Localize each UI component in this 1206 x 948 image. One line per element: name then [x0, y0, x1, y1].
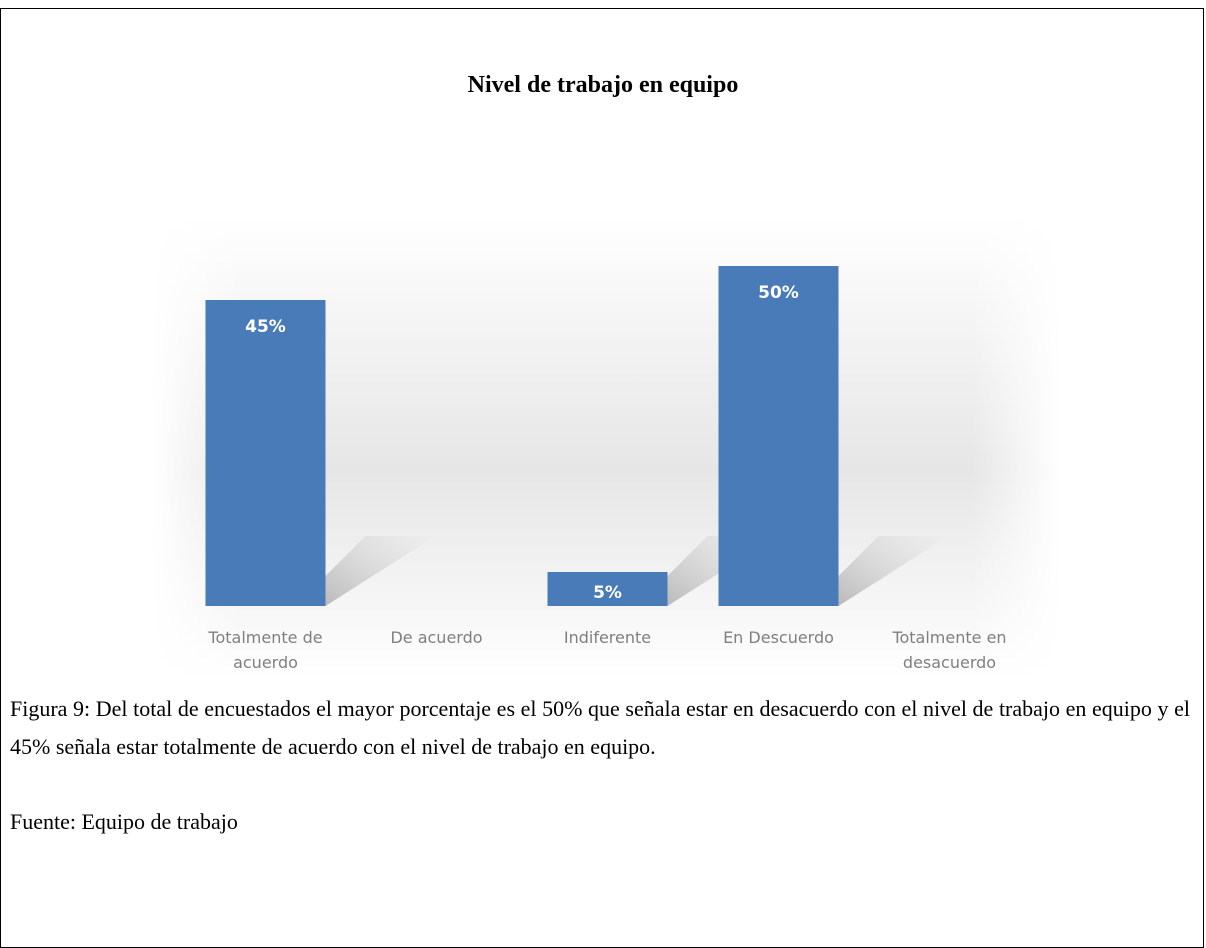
bar-shadow [325, 536, 436, 606]
value-label: 50% [758, 283, 799, 303]
bar-shadow [838, 536, 949, 606]
bar [205, 300, 326, 606]
x-tick-label: De acuerdo [390, 628, 483, 647]
bar [718, 266, 839, 606]
x-tick-label: Totalmente en desacuerdo [892, 628, 1007, 672]
value-label: 0% [422, 563, 451, 583]
value-label: 45% [245, 317, 286, 337]
value-label: 5% [593, 583, 622, 603]
x-tick-label: En Descuerdo [723, 628, 834, 647]
source: Fuente: Equipo de trabajo [10, 809, 238, 834]
caption: Figura 9: Del total de encuestados el ma… [10, 696, 1190, 759]
chart-title: Nivel de trabajo en equipo [467, 72, 739, 98]
value-label: 0% [935, 563, 964, 583]
x-tick-label: Indiferente [563, 628, 652, 647]
bars: 45% 0% 5% 50% 0% [205, 266, 964, 606]
x-tick-label: Totalmente de acuerdo [208, 628, 323, 672]
bar [547, 572, 668, 606]
